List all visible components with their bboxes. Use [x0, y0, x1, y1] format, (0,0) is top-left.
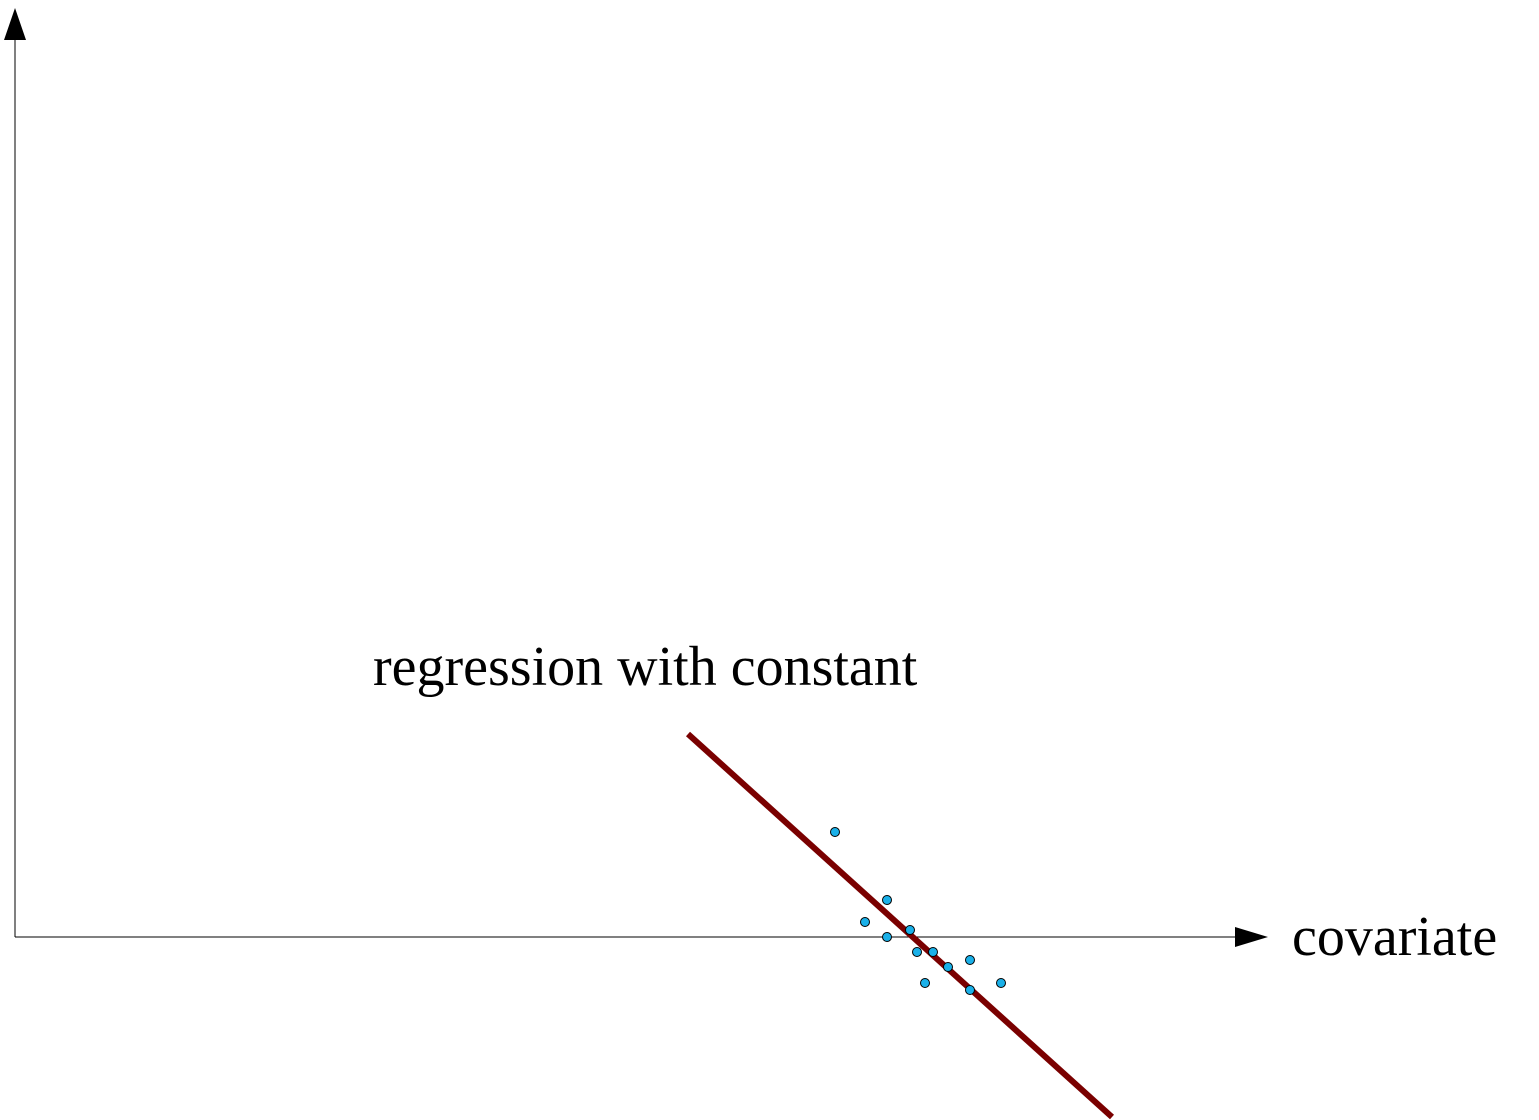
axes: covariate: [4, 8, 1497, 968]
data-point: [996, 978, 1006, 988]
data-point: [882, 895, 892, 905]
x-axis-arrowhead: [1235, 927, 1268, 947]
scatter-points: [830, 827, 1006, 995]
data-point: [928, 947, 938, 957]
data-point: [860, 917, 870, 927]
data-point: [830, 827, 840, 837]
regression-annotation: regression with constant: [373, 636, 918, 698]
data-point: [965, 985, 975, 995]
data-point: [920, 978, 930, 988]
regression-group: [685, 731, 1115, 1120]
y-axis-arrowhead: [4, 8, 26, 40]
data-point: [943, 962, 953, 972]
data-point: [905, 925, 915, 935]
data-point: [965, 955, 975, 965]
data-point: [912, 947, 922, 957]
x-axis-label: covariate: [1292, 906, 1497, 968]
data-point: [882, 932, 892, 942]
regression-line: [685, 731, 1115, 1120]
